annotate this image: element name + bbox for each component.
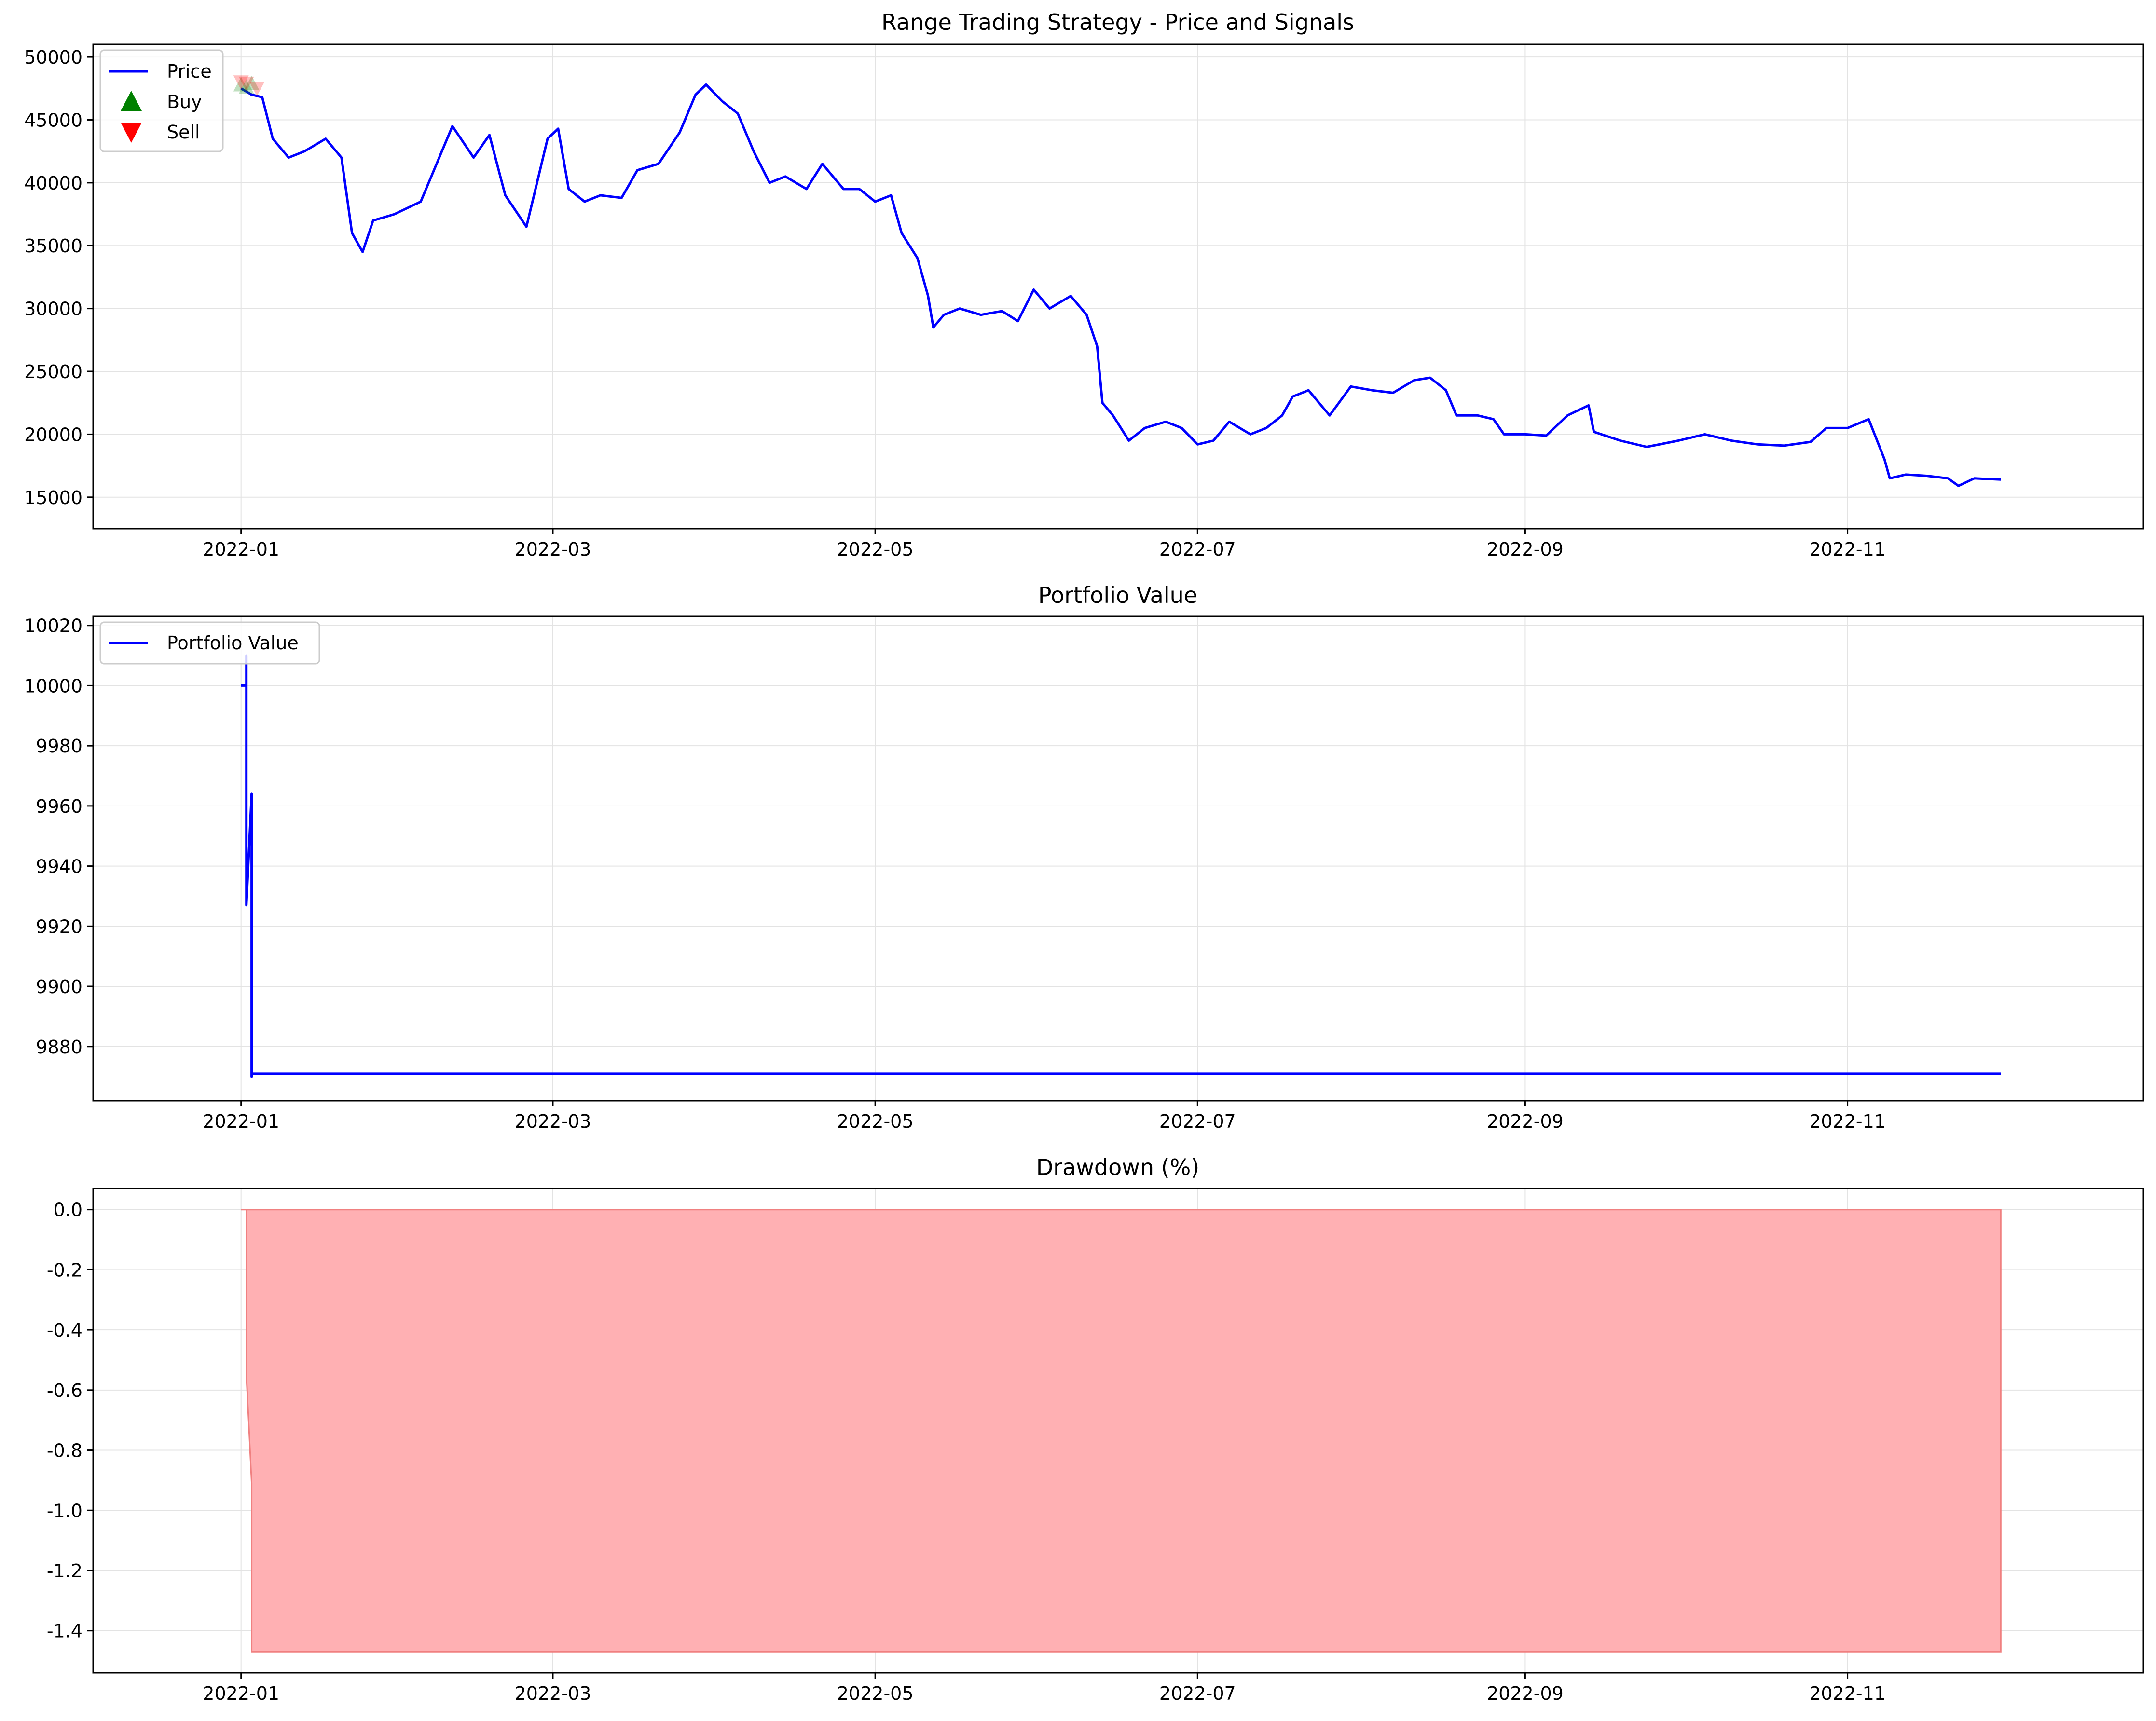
price-y-tick-label: 15000 — [24, 487, 82, 508]
portfolio-y-tick-label: 10000 — [24, 675, 82, 697]
portfolio-value-line — [241, 654, 2001, 1078]
drawdown-x-tick-label: 2022-11 — [1809, 1683, 1886, 1704]
price-y-tick-label: 45000 — [24, 109, 82, 131]
drawdown-y-tick-label: -0.8 — [47, 1440, 82, 1461]
portfolio-legend-label: Portfolio Value — [167, 632, 299, 654]
portfolio-x-tick-label: 2022-05 — [837, 1111, 914, 1132]
buy-triangle-up-icon — [121, 91, 142, 111]
drawdown-axes-frame — [92, 1188, 2144, 1674]
portfolio-y-tick-label: 9960 — [36, 796, 82, 817]
drawdown-y-tick-label: -1.2 — [47, 1560, 82, 1582]
price-x-tick-label: 2022-03 — [515, 539, 591, 560]
sell-signal-marker — [249, 82, 265, 96]
buy-signal-marker — [238, 79, 254, 94]
price-x-tick-label: 2022-11 — [1809, 539, 1886, 560]
price-y-tick-label: 50000 — [24, 47, 82, 68]
portfolio-chart-title: Portfolio Value — [1038, 582, 1197, 608]
drawdown-y-tick-label: 0.0 — [54, 1200, 82, 1221]
price-y-tick-label: 35000 — [24, 235, 82, 257]
sell-signal-marker — [238, 76, 254, 91]
portfolio-y-tick-label: 10020 — [24, 615, 82, 637]
sell-triangle-down-icon — [121, 123, 142, 143]
sell-signal-marker — [233, 75, 249, 90]
price-y-tick-label: 20000 — [24, 424, 82, 445]
drawdown-axis-ticks: 2022-01 2022-03 2022-05 2022-07 2022-09 2022-… — [47, 1200, 1886, 1704]
portfolio-axis-ticks: 2022-01 2022-03 2022-05 2022-07 2022-09 2022-… — [24, 615, 1886, 1132]
price-legend-label-sell: Sell — [167, 122, 200, 143]
portfolio-x-tick-label: 2022-09 — [1487, 1111, 1564, 1132]
portfolio-y-tick-label: 9880 — [36, 1037, 82, 1058]
price-y-tick-label: 30000 — [24, 299, 82, 320]
portfolio-plot-area — [241, 654, 2001, 1078]
drawdown-y-tick-label: -0.6 — [47, 1380, 82, 1401]
price-x-tick-label: 2022-01 — [203, 539, 279, 560]
drawdown-chart-title: Drawdown (%) — [1036, 1154, 1200, 1180]
portfolio-gridlines — [93, 616, 2143, 1101]
portfolio-legend: Portfolio Value — [99, 621, 320, 665]
drawdown-panel: Drawdown (%) 2022-01 2022-03 2022-05 2022-0… — [47, 1154, 2144, 1704]
portfolio-y-tick-label: 9940 — [36, 856, 82, 877]
price-axes-frame — [92, 43, 2144, 530]
portfolio-x-tick-label: 2022-11 — [1809, 1111, 1886, 1132]
price-x-tick-label: 2022-09 — [1487, 539, 1564, 560]
drawdown-x-tick-label: 2022-05 — [837, 1683, 914, 1704]
price-legend: Price Buy Sell — [99, 49, 224, 152]
drawdown-x-tick-label: 2022-07 — [1159, 1683, 1236, 1704]
buy-signal-marker — [244, 75, 260, 90]
price-x-tick-label: 2022-05 — [837, 539, 914, 560]
price-chart-title: Range Trading Strategy - Price and Signa… — [881, 9, 1354, 35]
price-axis-ticks: 2022-01 2022-03 2022-05 2022-07 2022-09 2022-… — [24, 47, 1886, 560]
price-x-tick-label: 2022-07 — [1159, 539, 1236, 560]
drawdown-y-tick-label: -1.0 — [47, 1500, 82, 1521]
portfolio-legend-box — [99, 621, 320, 665]
price-y-tick-label: 40000 — [24, 173, 82, 194]
drawdown-x-tick-label: 2022-03 — [515, 1683, 591, 1704]
drawdown-plot-area — [241, 1209, 2002, 1653]
buy-signal-marker — [233, 77, 249, 92]
drawdown-area — [241, 1209, 2002, 1653]
price-legend-label-buy: Buy — [167, 91, 202, 112]
portfolio-x-tick-label: 2022-03 — [515, 1111, 591, 1132]
portfolio-y-tick-label: 9980 — [36, 736, 82, 757]
drawdown-y-tick-label: -0.2 — [47, 1259, 82, 1281]
drawdown-y-tick-label: -1.4 — [47, 1621, 82, 1642]
portfolio-y-tick-label: 9920 — [36, 916, 82, 937]
price-y-tick-label: 25000 — [24, 361, 82, 382]
price-legend-label-price: Price — [167, 61, 212, 82]
drawdown-y-tick-label: -0.4 — [47, 1320, 82, 1341]
price-panel: Range Trading Strategy - Price and Signa… — [24, 9, 2144, 560]
drawdown-x-tick-label: 2022-01 — [203, 1683, 279, 1704]
portfolio-axes-frame — [92, 615, 2144, 1102]
price-line — [240, 83, 2001, 487]
price-gridlines — [93, 44, 2143, 529]
portfolio-x-tick-label: 2022-07 — [1159, 1111, 1236, 1132]
portfolio-x-tick-label: 2022-01 — [203, 1111, 279, 1132]
price-plot-area — [233, 75, 2001, 487]
portfolio-y-tick-label: 9900 — [36, 976, 82, 997]
portfolio-panel: Portfolio Value 2022-01 2022-03 2022-05 202… — [24, 582, 2144, 1132]
drawdown-x-tick-label: 2022-09 — [1487, 1683, 1564, 1704]
